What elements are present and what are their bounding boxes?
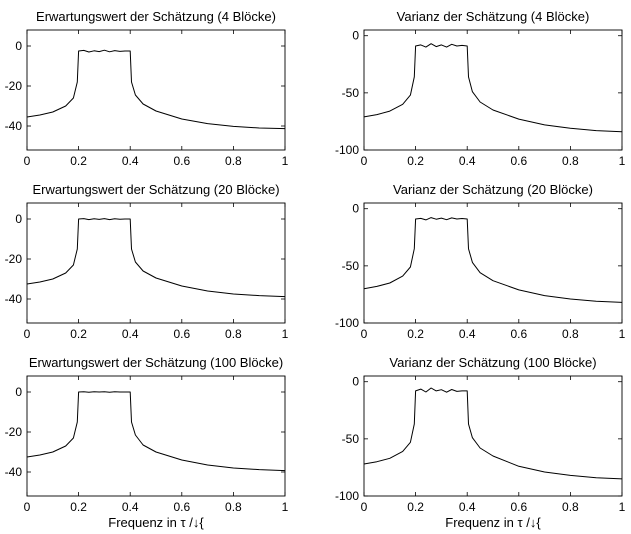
- x-tick-label: 1: [282, 154, 289, 168]
- x-tick-label: 0.4: [459, 500, 476, 514]
- chart-panel-6: Varianz der Schätzung (100 Blöcke) 0 0.2 0.…: [335, 355, 626, 530]
- series-line: [26, 218, 286, 298]
- x-tick-label: 1: [282, 327, 289, 341]
- y-tick-label: -100: [335, 143, 359, 157]
- series-line: [26, 49, 286, 130]
- chart-title: Erwartungswert der Schätzung (4 Blöcke): [36, 9, 276, 24]
- y-tick-label: -20: [5, 425, 23, 439]
- x-axis-label: Frequenz in τ /↓{: [108, 515, 204, 530]
- x-tick-label: 1: [619, 500, 626, 514]
- y-tick-label: -40: [5, 292, 23, 306]
- plot-frame: [26, 202, 286, 324]
- plot-frame: [363, 202, 623, 324]
- x-tick-label: 0.2: [70, 154, 87, 168]
- x-tick-label: 0.6: [173, 327, 190, 341]
- y-tick-label: -20: [5, 252, 23, 266]
- x-tick-label: 1: [619, 154, 626, 168]
- series-line: [363, 387, 623, 480]
- x-tick-label: 0.6: [173, 500, 190, 514]
- chart-panel-1: Erwartungswert der Schätzung (4 Blöcke) 0…: [5, 9, 289, 168]
- x-tick-label: 0: [24, 327, 31, 341]
- chart-title: Varianz der Schätzung (4 Blöcke): [397, 9, 590, 24]
- x-tick-label: 0.4: [459, 154, 476, 168]
- x-tick-label: 0.4: [122, 327, 139, 341]
- x-tick-label: 0.6: [173, 154, 190, 168]
- series-line: [26, 391, 286, 472]
- x-tick-label: 0.8: [225, 327, 242, 341]
- x-tick-label: 0.4: [459, 327, 476, 341]
- y-tick-label: 0: [15, 385, 22, 399]
- y-tick-label: -20: [5, 79, 23, 93]
- x-tick-label: 0.6: [510, 154, 527, 168]
- chart-title: Varianz der Schätzung (100 Blöcke): [389, 355, 596, 370]
- x-tick-label: 0.4: [122, 500, 139, 514]
- x-tick-label: 0.8: [562, 327, 579, 341]
- chart-panel-4: Varianz der Schätzung (20 Blöcke) 0 0.2 0.4…: [335, 182, 626, 341]
- y-tick-label: -50: [342, 259, 360, 273]
- x-tick-label: 1: [282, 500, 289, 514]
- x-tick-label: 0.2: [407, 500, 424, 514]
- y-tick-label: 0: [15, 212, 22, 226]
- x-tick-label: 0: [24, 500, 31, 514]
- x-tick-label: 0.4: [122, 154, 139, 168]
- series-line: [363, 43, 623, 133]
- x-tick-label: 0.8: [562, 154, 579, 168]
- x-tick-label: 0.2: [407, 154, 424, 168]
- x-tick-label: 0.6: [510, 327, 527, 341]
- x-tick-label: 0.2: [70, 327, 87, 341]
- chart-title: Erwartungswert der Schätzung (100 Blöcke…: [29, 355, 283, 370]
- y-tick-label: 0: [15, 39, 22, 53]
- y-tick-label: -50: [342, 86, 360, 100]
- x-tick-label: 0: [361, 154, 368, 168]
- y-tick-label: -100: [335, 489, 359, 503]
- plot-frame: [363, 375, 623, 497]
- x-axis-label: Frequenz in τ /↓{: [445, 515, 541, 530]
- x-tick-label: 1: [619, 327, 626, 341]
- y-tick-label: -50: [342, 432, 360, 446]
- chart-panel-5: Erwartungswert der Schätzung (100 Blöcke…: [5, 355, 289, 530]
- y-tick-label: 0: [352, 375, 359, 389]
- chart-panel-2: Varianz der Schätzung (4 Blöcke) 0 0.2 0.4 0…: [335, 9, 626, 168]
- chart-title: Varianz der Schätzung (20 Blöcke): [393, 182, 593, 197]
- x-tick-label: 0.2: [70, 500, 87, 514]
- y-tick-label: -40: [5, 465, 23, 479]
- plot-frame: [26, 29, 286, 151]
- chart-title: Erwartungswert der Schätzung (20 Blöcke): [32, 182, 279, 197]
- y-tick-label: -40: [5, 119, 23, 133]
- x-tick-label: 0: [24, 154, 31, 168]
- x-tick-label: 0.6: [510, 500, 527, 514]
- chart-panel-3: Erwartungswert der Schätzung (20 Blöcke)…: [5, 182, 289, 341]
- y-tick-label: 0: [352, 202, 359, 216]
- plot-frame: [26, 375, 286, 497]
- x-tick-label: 0.8: [562, 500, 579, 514]
- x-tick-label: 0.8: [225, 154, 242, 168]
- x-tick-label: 0.2: [407, 327, 424, 341]
- series-line: [363, 217, 623, 303]
- x-tick-label: 0: [361, 327, 368, 341]
- plot-frame: [363, 29, 623, 151]
- x-tick-label: 0.8: [225, 500, 242, 514]
- y-tick-label: 0: [352, 29, 359, 43]
- x-tick-label: 0: [361, 500, 368, 514]
- y-tick-label: -100: [335, 316, 359, 330]
